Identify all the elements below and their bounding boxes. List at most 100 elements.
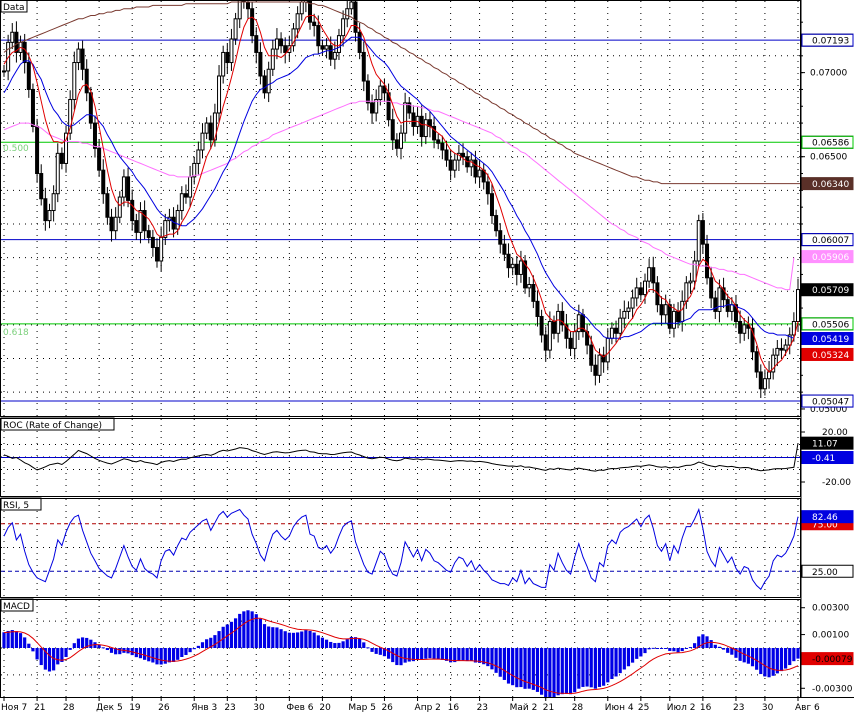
candle-body <box>250 8 255 37</box>
macd-bar <box>159 648 163 665</box>
macd-bar <box>457 648 461 661</box>
candle-body <box>469 159 474 168</box>
roc-line <box>3 443 799 472</box>
level-tag: 0.06007 <box>812 236 849 246</box>
candle-body <box>436 139 441 144</box>
level-tag-outline <box>801 33 854 47</box>
macd-panel[interactable] <box>1 600 800 699</box>
macd-bar <box>630 648 635 663</box>
candle-body <box>705 243 710 279</box>
candle-body <box>254 35 259 53</box>
candle-body <box>783 344 788 351</box>
candle-body <box>357 31 362 53</box>
date-label: Июл 2 <box>667 703 696 713</box>
macd-bar <box>221 626 225 648</box>
candle-body <box>394 139 399 149</box>
macd-bar <box>217 631 221 648</box>
macd-bar <box>171 648 176 662</box>
candle-body <box>22 41 27 64</box>
candle-body <box>341 18 346 37</box>
date-label: Фев 6 <box>286 703 313 713</box>
candle-body <box>88 92 93 124</box>
macd-bar <box>420 648 424 660</box>
macd-bar <box>560 648 564 695</box>
candle-body <box>117 196 122 218</box>
macd-bar <box>238 613 242 648</box>
candle-body <box>568 337 573 349</box>
candle-body <box>667 304 672 329</box>
rsi-current-tag-bg <box>801 510 854 524</box>
macd-bar <box>188 648 192 653</box>
macd-bar <box>407 648 411 662</box>
candle-body <box>390 119 395 141</box>
date-label: 30 <box>253 703 265 713</box>
fib-label: 0.500 <box>3 144 29 154</box>
value-tag: 0.05709 <box>812 286 849 296</box>
macd-bar <box>229 621 234 648</box>
candle-body <box>2 70 6 73</box>
candle-body <box>403 102 408 134</box>
macd-bar <box>76 638 81 648</box>
macd-bar <box>589 648 593 688</box>
ma-red-line <box>3 15 799 373</box>
macd-bar <box>304 630 308 648</box>
macd-bar <box>506 648 511 684</box>
value-tag: 0.05419 <box>812 335 849 345</box>
macd-bar <box>453 648 457 663</box>
macd-bar <box>436 648 440 660</box>
macd-bar <box>27 643 31 648</box>
candle-body <box>713 297 718 312</box>
macd-bar <box>449 648 453 663</box>
macd-bar <box>577 648 581 689</box>
candle-body <box>229 38 234 64</box>
rsi-current-tag: 82.46 <box>812 513 838 523</box>
candle-body <box>700 220 705 245</box>
macd-bar <box>316 635 320 648</box>
candle-body <box>221 51 226 77</box>
macd-bar <box>606 648 610 683</box>
macd-bar <box>329 641 333 648</box>
rsi-content <box>1 507 800 591</box>
macd-bar <box>242 611 246 648</box>
macd-tick-label: 0.00100 <box>812 631 849 641</box>
macd-bar <box>97 644 101 648</box>
candle-body <box>419 115 424 138</box>
roc-tick-label: 20.00 <box>822 428 848 438</box>
candle-body <box>411 112 416 127</box>
candle-body <box>688 280 693 284</box>
roc-grid <box>1 419 800 496</box>
date-label: Апр 2 <box>415 703 441 713</box>
macd-bar <box>626 648 631 667</box>
candlestick-series <box>2 0 800 399</box>
candle-body <box>64 132 69 164</box>
date-axis: Ноя 7 21 28 Дек 5 19 26 Янв 3 23 30 Фев 6 20 Мар 5 2… <box>1 697 820 713</box>
candle-body <box>382 85 387 94</box>
main-price-panel[interactable]: 0.500 0.618 <box>1 0 811 416</box>
roc-panel[interactable] <box>1 419 800 496</box>
value-tag-bg <box>801 331 854 345</box>
value-tag-bg <box>801 283 854 297</box>
roc-panel-border <box>0 418 801 497</box>
macd-bar <box>258 618 262 648</box>
candle-body <box>35 125 40 175</box>
macd-bar <box>6 630 10 648</box>
candle-body <box>47 210 52 222</box>
macd-bar <box>779 648 784 672</box>
candle-body <box>651 267 656 284</box>
macd-content <box>2 610 800 699</box>
candle-body <box>76 48 81 64</box>
value-tag: 0.05906 <box>812 253 849 263</box>
candle-body <box>498 230 503 245</box>
macd-bar <box>155 648 159 665</box>
value-tag-bg <box>801 347 854 361</box>
macd-bar <box>114 648 118 655</box>
macd-bar <box>783 648 788 669</box>
ma-blue-line <box>3 36 795 339</box>
date-label: Мар 5 <box>348 703 376 713</box>
macd-bar <box>544 648 548 699</box>
candle-body <box>291 28 296 47</box>
macd-bar <box>622 648 626 670</box>
rsi-panel[interactable] <box>1 499 800 597</box>
macd-bar <box>213 635 217 648</box>
